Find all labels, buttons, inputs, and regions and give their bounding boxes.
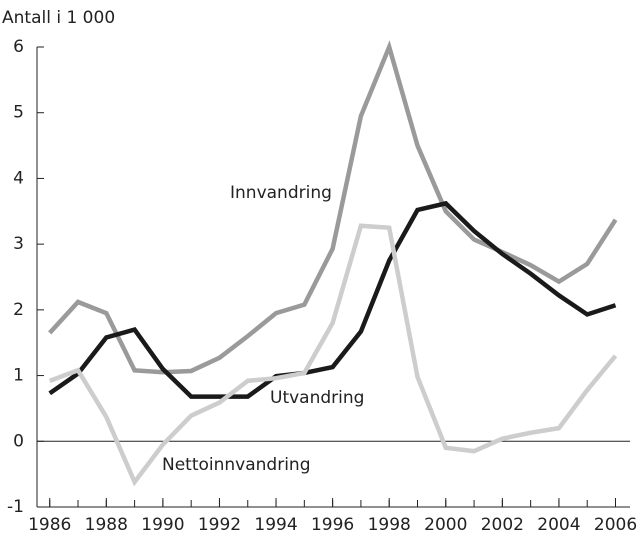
y-tick-label: 4 bbox=[13, 168, 24, 188]
x-tick-label: 1994 bbox=[254, 515, 297, 535]
x-tick-label: 2000 bbox=[424, 515, 467, 535]
series-line bbox=[48, 200, 617, 399]
x-tick-label: 1996 bbox=[311, 515, 354, 535]
x-tick-label: 1998 bbox=[368, 515, 411, 535]
y-tick-label: 5 bbox=[13, 103, 24, 123]
series-label: Utvandring bbox=[270, 388, 364, 408]
series-label: Nettoinnvandring bbox=[162, 455, 311, 475]
x-tick-label: 1990 bbox=[141, 515, 184, 535]
y-axis-label: Antall i 1 000 bbox=[2, 8, 115, 28]
y-tick-label: 3 bbox=[13, 234, 24, 254]
x-tick-label: 1992 bbox=[198, 515, 241, 535]
y-tick-label: 0 bbox=[13, 431, 24, 451]
y-tick-label: 1 bbox=[13, 366, 24, 386]
y-tick-label: 6 bbox=[13, 37, 24, 57]
x-tick-label: 2002 bbox=[481, 515, 524, 535]
y-tick-label: -1 bbox=[7, 497, 24, 517]
x-tick-label: 1986 bbox=[28, 515, 71, 535]
series-label: Innvandring bbox=[230, 183, 332, 203]
x-tick-label: 2006 bbox=[594, 515, 637, 535]
series-line bbox=[48, 40, 618, 375]
x-tick-label: 1988 bbox=[85, 515, 128, 535]
x-tick-label: 2004 bbox=[537, 515, 580, 535]
series-line bbox=[48, 223, 618, 487]
y-tick-label: 2 bbox=[13, 300, 24, 320]
